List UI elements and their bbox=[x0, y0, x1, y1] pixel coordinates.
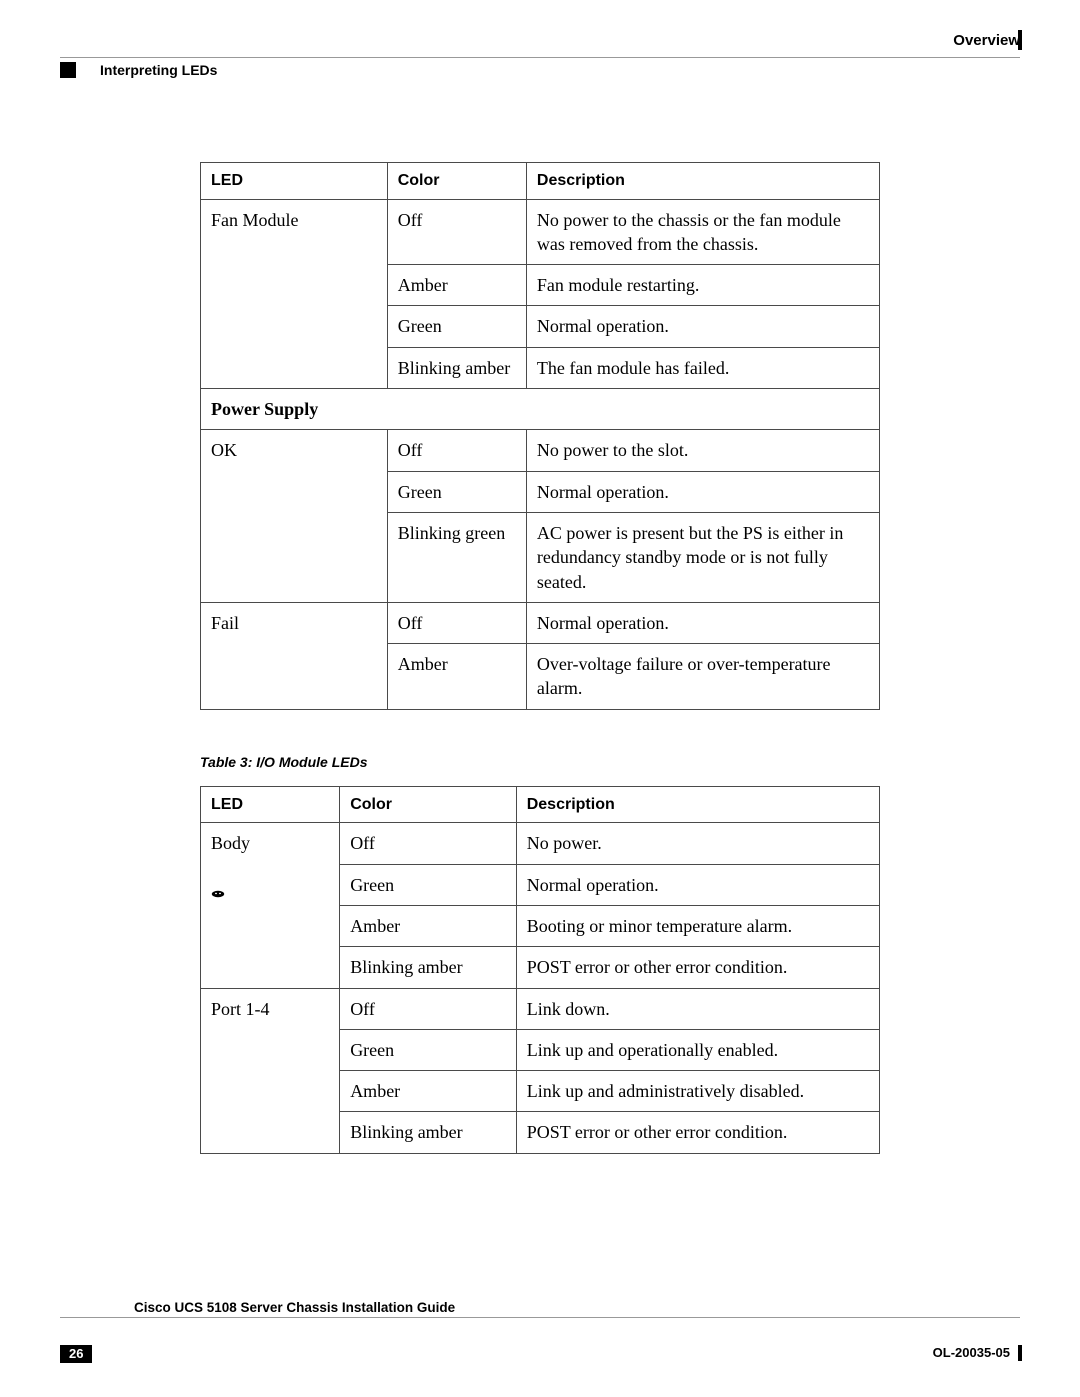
cell-color: Green bbox=[340, 864, 517, 905]
page-footer: Cisco UCS 5108 Server Chassis Installati… bbox=[60, 1317, 1020, 1359]
section-title: Interpreting LEDs bbox=[100, 62, 217, 78]
cell-desc: Link down. bbox=[516, 988, 879, 1029]
page-subheader: Interpreting LEDs bbox=[60, 62, 1020, 82]
col-led: LED bbox=[201, 163, 388, 200]
table-header-row: LED Color Description bbox=[201, 163, 880, 200]
cell-desc: Fan module restarting. bbox=[526, 265, 879, 306]
cell-color: Green bbox=[387, 306, 526, 347]
table-caption: Table 3: I/O Module LEDs bbox=[200, 754, 880, 770]
footer-rule: Cisco UCS 5108 Server Chassis Installati… bbox=[60, 1317, 1020, 1339]
table-row: Fan Module Off No power to the chassis o… bbox=[201, 199, 880, 265]
cell-led: Port 1-4 bbox=[201, 988, 340, 1153]
cell-led-text: Body bbox=[211, 833, 250, 853]
cell-desc: POST error or other error condition. bbox=[516, 1112, 879, 1153]
table-row: Body Off No power. bbox=[201, 823, 880, 864]
table-header-row: LED Color Description bbox=[201, 786, 880, 823]
table-row: Port 1-4 Off Link down. bbox=[201, 988, 880, 1029]
cell-color: Off bbox=[340, 988, 517, 1029]
cell-color: Amber bbox=[340, 1071, 517, 1112]
cell-color: Amber bbox=[340, 905, 517, 946]
cell-desc: Booting or minor temperature alarm. bbox=[516, 905, 879, 946]
header-chapter: Overview bbox=[953, 32, 1020, 49]
table-row: Fail Off Normal operation. bbox=[201, 602, 880, 643]
cell-color: Blinking green bbox=[387, 512, 526, 602]
cell-led: Body bbox=[201, 823, 340, 988]
page-content: LED Color Description Fan Module Off No … bbox=[60, 162, 1020, 1154]
cell-desc: Normal operation. bbox=[526, 602, 879, 643]
cell-desc: AC power is present but the PS is either… bbox=[526, 512, 879, 602]
cell-desc: Link up and administratively disabled. bbox=[516, 1071, 879, 1112]
cell-desc: No power to the chassis or the fan modul… bbox=[526, 199, 879, 265]
cell-color: Off bbox=[387, 602, 526, 643]
page-header: Overview bbox=[60, 30, 1020, 58]
led-table-2: LED Color Description Body Off No power.… bbox=[200, 786, 880, 1154]
cell-desc: Link up and operationally enabled. bbox=[516, 1029, 879, 1070]
col-description: Description bbox=[516, 786, 879, 823]
col-led: LED bbox=[201, 786, 340, 823]
cell-desc: Normal operation. bbox=[526, 306, 879, 347]
body-led-icon bbox=[211, 890, 225, 898]
cell-color: Off bbox=[340, 823, 517, 864]
cell-desc: No power to the slot. bbox=[526, 430, 879, 471]
document-page: Overview Interpreting LEDs LED Color Des… bbox=[0, 0, 1080, 1397]
col-description: Description bbox=[526, 163, 879, 200]
footer-bar-icon bbox=[1018, 1345, 1022, 1361]
cell-color: Off bbox=[387, 199, 526, 265]
cell-color: Blinking amber bbox=[387, 347, 526, 388]
cell-desc: No power. bbox=[516, 823, 879, 864]
cell-desc: Normal operation. bbox=[526, 471, 879, 512]
cell-desc: POST error or other error condition. bbox=[516, 947, 879, 988]
table-row: OK Off No power to the slot. bbox=[201, 430, 880, 471]
footer-doc-id: OL-20035-05 bbox=[933, 1345, 1010, 1360]
cell-color: Amber bbox=[387, 644, 526, 710]
page-number: 26 bbox=[60, 1345, 92, 1363]
cell-desc: Normal operation. bbox=[516, 864, 879, 905]
cell-desc: Over-voltage failure or over-temperature… bbox=[526, 644, 879, 710]
col-color: Color bbox=[387, 163, 526, 200]
cell-led: Fail bbox=[201, 602, 388, 709]
cell-color: Green bbox=[387, 471, 526, 512]
table-section-row: Power Supply bbox=[201, 389, 880, 430]
cell-color: Off bbox=[387, 430, 526, 471]
cell-color: Blinking amber bbox=[340, 947, 517, 988]
header-bar-icon bbox=[1018, 30, 1022, 50]
cell-color: Green bbox=[340, 1029, 517, 1070]
col-color: Color bbox=[340, 786, 517, 823]
cell-color: Blinking amber bbox=[340, 1112, 517, 1153]
section-marker-icon bbox=[60, 62, 76, 78]
cell-led: OK bbox=[201, 430, 388, 602]
cell-led: Fan Module bbox=[201, 199, 388, 388]
footer-guide-title: Cisco UCS 5108 Server Chassis Installati… bbox=[132, 1300, 457, 1315]
led-table-1: LED Color Description Fan Module Off No … bbox=[200, 162, 880, 710]
cell-desc: The fan module has failed. bbox=[526, 347, 879, 388]
cell-color: Amber bbox=[387, 265, 526, 306]
section-label: Power Supply bbox=[201, 389, 880, 430]
